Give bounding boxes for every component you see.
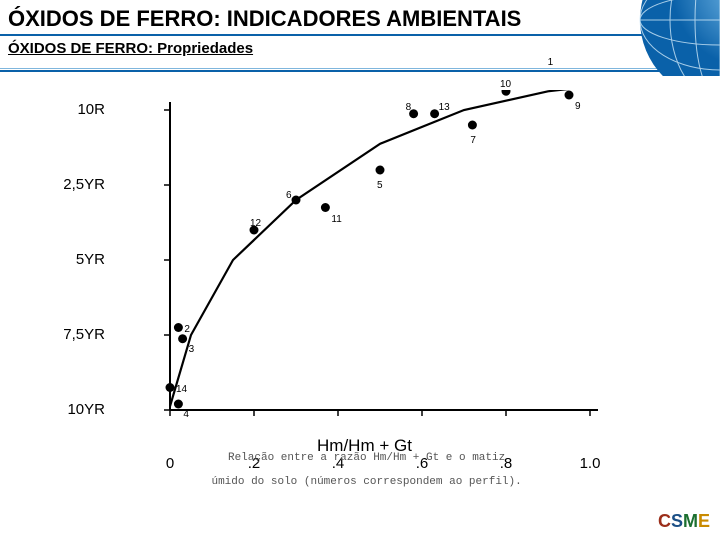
point-label: 6 (286, 190, 292, 201)
point-label: 8 (406, 102, 412, 113)
y-tick-label: 10YR (50, 401, 105, 418)
y-tick-label: 10R (50, 101, 105, 118)
point-label: 4 (183, 409, 189, 420)
logo-letter-s: S (671, 511, 683, 531)
logo-letter-m: M (683, 511, 698, 531)
y-tick-label: 2,5YR (50, 176, 105, 193)
caption-line-1: Relação entre a razão Hm/Hm + Gt e o mat… (228, 452, 505, 464)
point-label: 7 (470, 135, 476, 146)
slide-header: ÓXIDOS DE FERRO: INDICADORES AMBIENTAIS … (0, 0, 720, 76)
point-label: 5 (377, 180, 383, 191)
y-tick-label: 7,5YR (50, 326, 105, 343)
point-label: 11 (331, 214, 341, 225)
point-label: 10 (500, 79, 511, 90)
point-label: 2 (184, 324, 190, 335)
figure-caption: Relação entre a razão Hm/Hm + Gt e o mat… (0, 440, 720, 488)
point-label: 13 (439, 102, 450, 113)
point-label: 1 (548, 57, 554, 68)
point-label: 9 (575, 101, 581, 112)
point-label: 14 (176, 384, 187, 395)
chart-container: 10R2,5YR5YR7,5YR10YR 0.2.4.6.81.0 Hm/Hm … (110, 90, 630, 450)
logo-letter-e: E (698, 511, 710, 531)
scatter-chart (110, 90, 630, 450)
y-tick-label: 5YR (50, 251, 105, 268)
csme-logo: CSME (658, 511, 710, 532)
logo-letter-c: C (658, 511, 671, 531)
point-label: 3 (189, 344, 195, 355)
caption-line-2: úmido do solo (números correspondem ao p… (211, 476, 521, 488)
globe-decoration (610, 0, 720, 76)
point-label: 12 (250, 218, 261, 229)
